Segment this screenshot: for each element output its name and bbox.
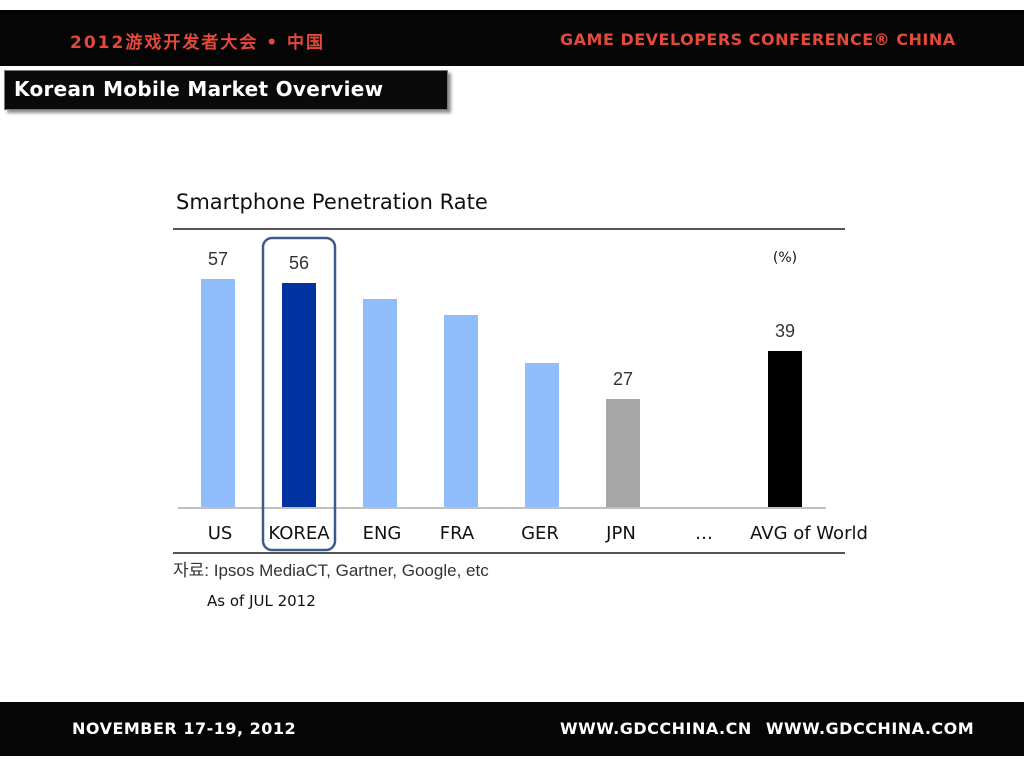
value-label-jpn: 27 bbox=[613, 369, 633, 389]
bar-ger bbox=[525, 363, 559, 507]
category-label-jpn: JPN bbox=[605, 523, 636, 544]
banner-conference-name: GAME DEVELOPERS CONFERENCE® CHINA bbox=[560, 30, 956, 49]
bar-korea bbox=[282, 283, 316, 507]
category-label-korea: KOREA bbox=[268, 523, 330, 544]
event-dates: NOVEMBER 17-19, 2012 bbox=[72, 719, 297, 738]
bar-chart: (%) 57 US 56 KOREA ENG FRA GER 27 JPN … 39 AVG of Wo… bbox=[173, 228, 868, 554]
website-links: WWW.GDCCHINA.CN WWW.GDCCHINA.COM bbox=[560, 719, 975, 738]
korea-highlight-box bbox=[261, 236, 337, 552]
category-label-avg-of-world: AVG of World bbox=[750, 523, 868, 544]
bar-avg-of-world bbox=[768, 351, 802, 507]
category-label-us: US bbox=[208, 523, 233, 544]
value-label-us: 57 bbox=[208, 249, 228, 269]
bar-jpn bbox=[606, 399, 640, 507]
value-label-korea: 56 bbox=[289, 253, 309, 273]
slide-title: Korean Mobile Market Overview bbox=[14, 77, 384, 101]
category-label-fra: FRA bbox=[440, 523, 475, 544]
top-banner: 2012游戏开发者大会 • 中国 GAME DEVELOPERS CONFERE… bbox=[0, 10, 1024, 66]
as-of-date: As of JUL 2012 bbox=[207, 592, 316, 610]
chart-title: Smartphone Penetration Rate bbox=[176, 190, 488, 214]
bar-eng bbox=[363, 299, 397, 507]
value-label-avg-of-world: 39 bbox=[775, 321, 795, 341]
source-note: 자료: Ipsos MediaCT, Gartner, Google, etc bbox=[173, 561, 489, 580]
bottom-banner: NOVEMBER 17-19, 2012 WWW.GDCCHINA.CN WWW… bbox=[0, 702, 1024, 756]
banner-chinese-title: 2012游戏开发者大会 • 中国 bbox=[70, 33, 326, 53]
bar-fra bbox=[444, 315, 478, 507]
category-label-ger: GER bbox=[521, 523, 559, 544]
category-label-ellipsis: … bbox=[695, 523, 713, 544]
category-label-eng: ENG bbox=[363, 523, 402, 544]
bar-us bbox=[201, 279, 235, 507]
unit-label: (%) bbox=[773, 250, 797, 266]
slide-title-box: Korean Mobile Market Overview bbox=[4, 70, 448, 110]
